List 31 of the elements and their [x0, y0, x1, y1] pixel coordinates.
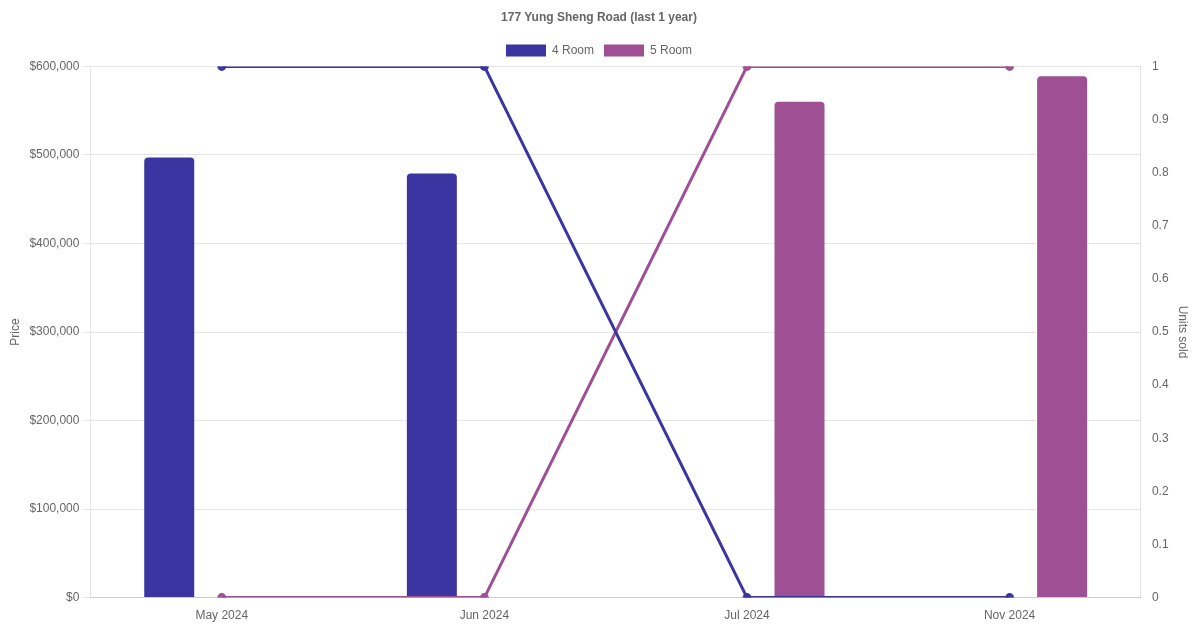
- y-tick-label: $500,000: [29, 147, 80, 162]
- x-tick-label: Jul 2024: [724, 608, 770, 623]
- y2-axis-title: Units sold: [1176, 305, 1191, 359]
- y-tick-label: $600,000: [29, 58, 80, 73]
- bar: [774, 101, 825, 598]
- chart-title: 177 Yung Sheng Road (last 1 year): [501, 9, 697, 24]
- y-tick-label: $100,000: [29, 501, 80, 516]
- y2-tick-label: 0: [1151, 589, 1159, 604]
- y-tick-label: $200,000: [29, 412, 80, 427]
- y2-tick-label: 0.3: [1151, 430, 1169, 445]
- y-tick-label: $400,000: [29, 235, 80, 250]
- y2-tick-label: 1: [1151, 58, 1159, 73]
- x-tick-label: May 2024: [195, 608, 249, 623]
- x-tick-label: Jun 2024: [459, 608, 510, 623]
- y2-tick-label: 0.8: [1151, 164, 1169, 179]
- x-tick-label: Nov 2024: [983, 608, 1036, 623]
- y-axis-title: Price: [7, 318, 22, 346]
- bar: [144, 157, 195, 598]
- y2-tick-label: 0.1: [1151, 536, 1169, 551]
- y2-tick-label: 0.6: [1151, 271, 1169, 286]
- legend-label: 5 Room: [650, 42, 693, 57]
- legend-label: 4 Room: [551, 42, 595, 57]
- y-tick-label: $300,000: [29, 324, 80, 339]
- y-tick-label: $0: [66, 589, 80, 604]
- bar: [406, 173, 457, 598]
- y2-tick-label: 0.4: [1151, 377, 1169, 392]
- y2-tick-label: 0.7: [1151, 218, 1169, 233]
- y2-tick-label: 0.5: [1151, 324, 1169, 339]
- y2-tick-label: 0.9: [1151, 111, 1169, 126]
- y2-tick-label: 0.2: [1151, 483, 1169, 498]
- bar: [1037, 76, 1088, 598]
